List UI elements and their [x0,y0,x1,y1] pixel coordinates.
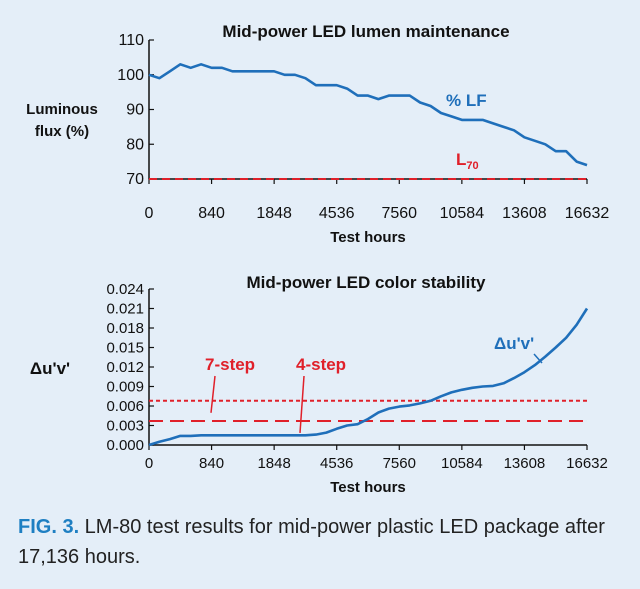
color-y-tick-label: 0.000 [106,437,144,454]
color-y-axis-label: Δu'v' [30,359,70,378]
lumen-series-line [148,63,588,167]
color-y-tick-label: 0.003 [106,418,144,435]
lumen-x-tick-label: 13608 [502,205,547,222]
color-series-leader [533,353,543,364]
lumen-ref-label-l70: L70 [456,150,479,172]
lumen-x-tick-label: 0 [145,205,154,222]
lumen-y-tick-label: 80 [126,136,144,153]
lumen-y-tick-label: 110 [118,32,144,49]
color-y-tick-label: 0.024 [106,281,144,298]
color-x-tick-label: 7560 [383,455,416,472]
color-ref-label-4-step: 4-step [296,355,346,374]
lumen-y-axis-label: Luminous [26,101,98,118]
lumen-x-tick-label: 10584 [440,205,485,222]
color-ref-label-7-step: 7-step [205,355,255,374]
color-y-tick-label: 0.015 [106,340,144,357]
lumen-y-tick-label: 90 [126,102,144,119]
color-chart: Mid-power LED color stability 0.000 0.003 0… [30,273,608,496]
color-x-tick-label: 0 [145,455,153,472]
lumen-series-label: % LF [446,91,487,110]
lumen-x-axis-label: Test hours [330,229,406,246]
color-chart-title: Mid-power LED color stability [247,273,487,292]
color-y-tick-label: 0.012 [106,359,144,376]
color-x-axis-label: Test hours [330,479,406,496]
color-x-tick-label: 840 [199,455,224,472]
color-series-label: Δu'v' [494,334,534,353]
color-y-tick-label: 0.009 [106,379,144,396]
color-series-line [148,307,589,447]
color-x-tick-label: 1848 [257,455,290,472]
color-ref-leader-7-step [210,375,216,413]
figure-caption: FIG. 3. LM-80 test results for mid-power… [18,512,628,572]
lumen-chart: Mid-power LED lumen maintenance 70 80 90 100… [26,22,609,246]
caption-figure-label: FIG. 3. [18,516,80,538]
color-x-tick-label: 13608 [504,455,546,472]
color-x-tick-label: 10584 [441,455,483,472]
lumen-x-tick-label: 840 [198,205,225,222]
lumen-x-tick-label: 16632 [565,205,610,222]
color-y-tick-label: 0.006 [106,398,144,415]
lumen-x-tick-label: 7560 [381,205,417,222]
lumen-x-tick-label: 1848 [256,205,292,222]
lumen-chart-title: Mid-power LED lumen maintenance [222,22,509,41]
lumen-y-axis-label: flux (%) [35,123,89,140]
color-ref-leader-4-step [299,375,305,434]
figure-charts: Mid-power LED lumen maintenance 70 80 90 100… [26,22,609,496]
color-y-tick-label: 0.018 [106,320,144,337]
color-x-tick-label: 16632 [566,455,608,472]
color-y-tick-label: 0.021 [106,301,144,318]
lumen-x-tick-label: 4536 [319,205,355,222]
color-x-tick-label: 4536 [320,455,353,472]
caption-text: LM-80 test results for mid-power plastic… [18,516,605,568]
lumen-y-tick-label: 100 [117,67,144,84]
lumen-y-tick-label: 70 [126,171,144,188]
